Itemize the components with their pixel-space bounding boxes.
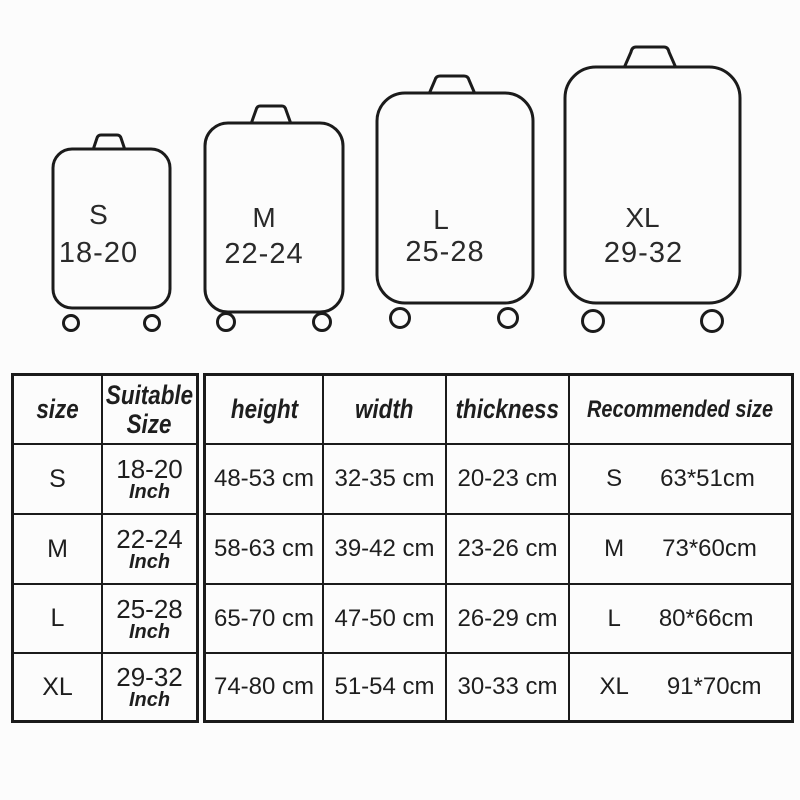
table-cell-recommended: XL 91*70cm	[599, 673, 762, 700]
table-cell-height: 58-63 cm	[206, 515, 324, 585]
suitcase-l: L 25-28	[373, 73, 539, 331]
dimension-table-header-width: width	[324, 376, 447, 445]
suitcase-wheel-icon	[143, 314, 161, 332]
header-label-line1: Suitable	[105, 379, 194, 410]
suitcase-range-label: 22-24	[224, 238, 304, 270]
suitcase-body-outline	[51, 147, 172, 310]
table-cell-thickness: 30-33 cm	[447, 654, 570, 720]
suitcase-size-label: XL	[625, 202, 660, 233]
dimension-table-header-recommended-size: Recommended size	[570, 376, 791, 445]
table-cell-height: 48-53 cm	[206, 445, 324, 515]
suitcase-wheel-icon	[389, 307, 411, 329]
suitcase-wheel-icon	[216, 312, 236, 332]
dimension-table-header-thickness: thickness	[447, 376, 570, 445]
suitcase-range-label: 25-28	[405, 236, 485, 268]
suitcase-size-label: S	[89, 199, 108, 230]
suitcase-handle-icon	[91, 133, 127, 151]
table-cell-height: 74-80 cm	[206, 654, 324, 720]
suitcase-s: S 18-20	[49, 133, 175, 333]
table-cell-height: 65-70 cm	[206, 585, 324, 654]
dimension-table-header-height: height	[206, 376, 324, 445]
table-cell-width: 39-42 cm	[324, 515, 447, 585]
table-cell-suitable: 18-20 Inch	[103, 445, 196, 515]
header-label: size	[36, 394, 79, 424]
suitcase-body-outline	[375, 91, 535, 305]
table-cell-recommended: S 63*51cm	[570, 445, 791, 515]
size-table-header-size: size	[14, 376, 103, 445]
table-cell-size: L	[14, 585, 103, 654]
suitcase-range-label: 18-20	[58, 237, 139, 269]
suitcase-xl: XL 29-32	[561, 44, 744, 334]
table-cell-thickness: 26-29 cm	[447, 585, 570, 654]
table-cell-suitable: 29-32 Inch	[116, 662, 183, 711]
suitcase-wheel-icon	[62, 314, 80, 332]
dimension-table: height width thickness Recommended size …	[203, 373, 794, 723]
suitcase-m: M 22-24	[201, 103, 347, 333]
table-cell-width: 51-54 cm	[324, 654, 447, 720]
size-table-header-suitable-size: Suitable Size	[103, 376, 196, 445]
suitcase-size-label: L	[433, 204, 449, 235]
table-cell-width: 32-35 cm	[324, 445, 447, 515]
header-label-line2: Size	[127, 408, 172, 439]
table-cell-thickness: 20-23 cm	[447, 445, 570, 515]
suitcase-handle-icon	[427, 74, 477, 95]
table-cell-recommended: M 73*60cm	[570, 515, 791, 585]
suitcase-outline-icon	[563, 45, 742, 333]
table-cell-size: XL	[14, 654, 103, 720]
suitcase-body-outline	[203, 121, 345, 314]
suitcase-outline-icon	[375, 74, 535, 329]
suitcase-handle-icon	[622, 45, 678, 69]
suitcase-outline-icon	[203, 104, 345, 332]
suitcase-outline-icon	[51, 133, 172, 332]
suitcase-body-outline	[563, 65, 742, 305]
suitcase-wheel-icon	[312, 312, 332, 332]
table-cell-size: M	[14, 515, 103, 585]
table-cell-suitable: 22-24 Inch	[103, 515, 196, 585]
suitcase-size-label: M	[252, 202, 276, 233]
table-cell-suitable: 25-28 Inch	[103, 585, 196, 654]
table-cell-thickness: 23-26 cm	[447, 515, 570, 585]
size-table: size Suitable Size S 18-20 Inch M 22-24 …	[11, 373, 199, 723]
suitcase-wheel-icon	[581, 309, 605, 333]
table-cell-size: S	[14, 445, 103, 515]
table-cell-width: 47-50 cm	[324, 585, 447, 654]
suitcase-wheel-icon	[497, 307, 519, 329]
suitcase-handle-icon	[249, 104, 293, 125]
table-cell-recommended: L 80*66cm	[570, 585, 791, 654]
suitcase-range-label: 29-32	[603, 237, 684, 269]
suitcase-wheel-icon	[700, 309, 724, 333]
